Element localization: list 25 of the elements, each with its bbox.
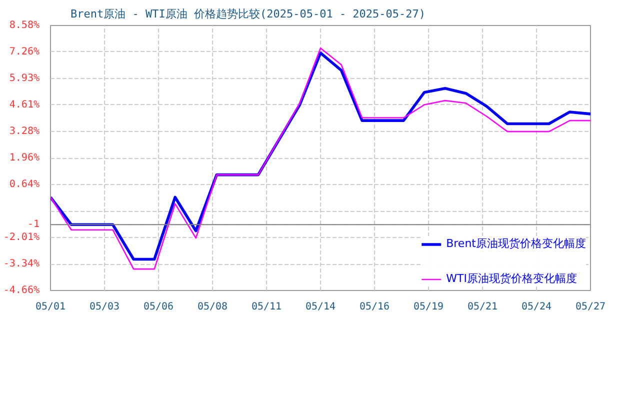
x-tick-label: 05/06 xyxy=(143,302,174,312)
x-tick-label: 05/14 xyxy=(305,302,336,312)
x-tick-label: 05/16 xyxy=(359,302,390,312)
x-tick-label: 05/11 xyxy=(251,302,282,312)
x-tick-label: 05/08 xyxy=(197,302,228,312)
y-tick-label: 1.96% xyxy=(9,152,40,164)
legend-label: WTI原油现货价格变化幅度 xyxy=(446,271,577,286)
x-tick-label: 05/27 xyxy=(575,302,606,312)
x-tick-label: 05/21 xyxy=(467,302,498,312)
legend-label: Brent原油现货价格变化幅度 xyxy=(446,236,586,251)
y-tick-label: 4.61% xyxy=(9,99,40,110)
y-tick-label: 8.58% xyxy=(9,20,40,31)
y-tick-label: 7.26% xyxy=(9,46,40,58)
x-tick-label: 05/03 xyxy=(89,302,120,312)
x-tick-label: 05/01 xyxy=(35,302,66,312)
y-tick-label: 5.93% xyxy=(9,73,40,84)
y-tick-label: 3.28% xyxy=(9,126,40,138)
x-tick-label: 05/19 xyxy=(413,302,444,312)
chart-title: Brent原油 - WTI原油 价格趋势比较(2025-05-01 - 2025-05-27) xyxy=(70,8,426,20)
x-tick-label: 05/24 xyxy=(521,302,552,312)
y-tick-label: -2.01% xyxy=(3,232,40,243)
y-tick-label: -3.34% xyxy=(3,258,40,270)
y-tick-label: -4.66% xyxy=(3,285,40,296)
y-tick-label: 0.64% xyxy=(9,178,40,190)
y-tick-label: -1 xyxy=(27,219,40,230)
